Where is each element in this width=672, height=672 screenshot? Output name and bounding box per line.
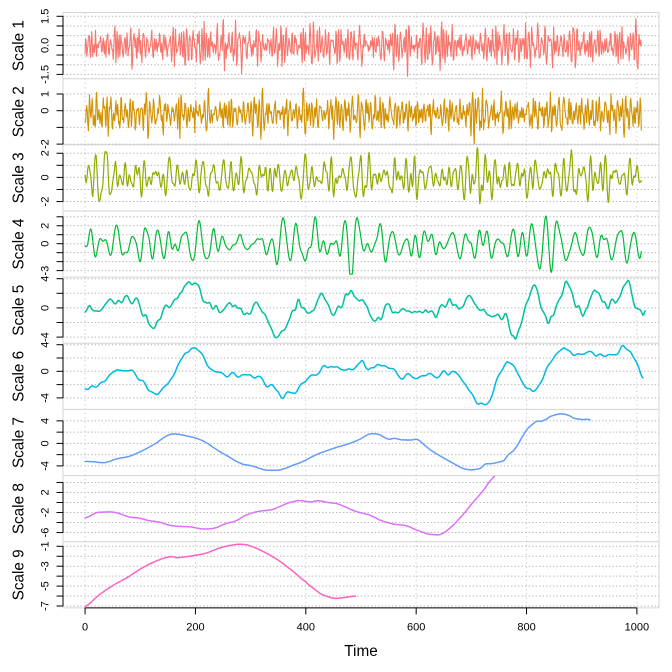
svg-text:-1: -1 (40, 541, 52, 551)
svg-text:-3: -3 (40, 266, 52, 276)
svg-text:200: 200 (186, 622, 204, 634)
svg-text:400: 400 (297, 622, 315, 634)
svg-text:0: 0 (40, 305, 52, 311)
svg-text:Scale 1: Scale 1 (11, 20, 28, 71)
svg-text:-2: -2 (40, 139, 52, 149)
svg-text:0: 0 (40, 241, 52, 247)
svg-text:-4: -4 (40, 461, 52, 471)
svg-text:Time: Time (344, 643, 377, 660)
svg-text:600: 600 (407, 622, 425, 634)
svg-text:-3: -3 (40, 561, 52, 571)
svg-text:4: 4 (40, 276, 52, 282)
svg-text:Scale 2: Scale 2 (11, 86, 28, 137)
svg-text:0.0: 0.0 (40, 38, 52, 53)
svg-text:Scale 6: Scale 6 (11, 351, 28, 402)
svg-text:Scale 4: Scale 4 (11, 218, 28, 270)
svg-text:0: 0 (40, 174, 52, 180)
svg-text:-4: -4 (40, 332, 52, 342)
svg-text:0: 0 (40, 108, 52, 114)
svg-text:2: 2 (40, 223, 52, 229)
svg-text:-7: -7 (40, 601, 52, 611)
svg-text:-2: -2 (40, 508, 52, 518)
svg-text:4: 4 (40, 342, 52, 348)
svg-text:2: 2 (40, 150, 52, 156)
svg-text:1: 1 (40, 91, 52, 97)
svg-text:-5: -5 (40, 581, 52, 591)
svg-text:Scale 7: Scale 7 (11, 417, 28, 468)
svg-text:-4: -4 (40, 393, 52, 403)
svg-text:Scale 3: Scale 3 (11, 152, 28, 203)
svg-text:0: 0 (40, 440, 52, 446)
svg-text:4: 4 (40, 418, 52, 424)
svg-text:0: 0 (40, 368, 52, 374)
svg-text:Scale 5: Scale 5 (11, 285, 28, 336)
svg-text:0: 0 (82, 622, 88, 634)
svg-text:Scale 9: Scale 9 (11, 549, 28, 600)
svg-text:800: 800 (517, 622, 535, 634)
svg-text:-1.5: -1.5 (40, 65, 52, 84)
svg-text:1.5: 1.5 (40, 9, 52, 24)
svg-text:-6: -6 (40, 528, 52, 538)
svg-text:2: 2 (40, 489, 52, 495)
svg-text:Scale 8: Scale 8 (11, 483, 28, 534)
svg-text:-2: -2 (40, 197, 52, 207)
svg-text:1000: 1000 (625, 622, 649, 634)
